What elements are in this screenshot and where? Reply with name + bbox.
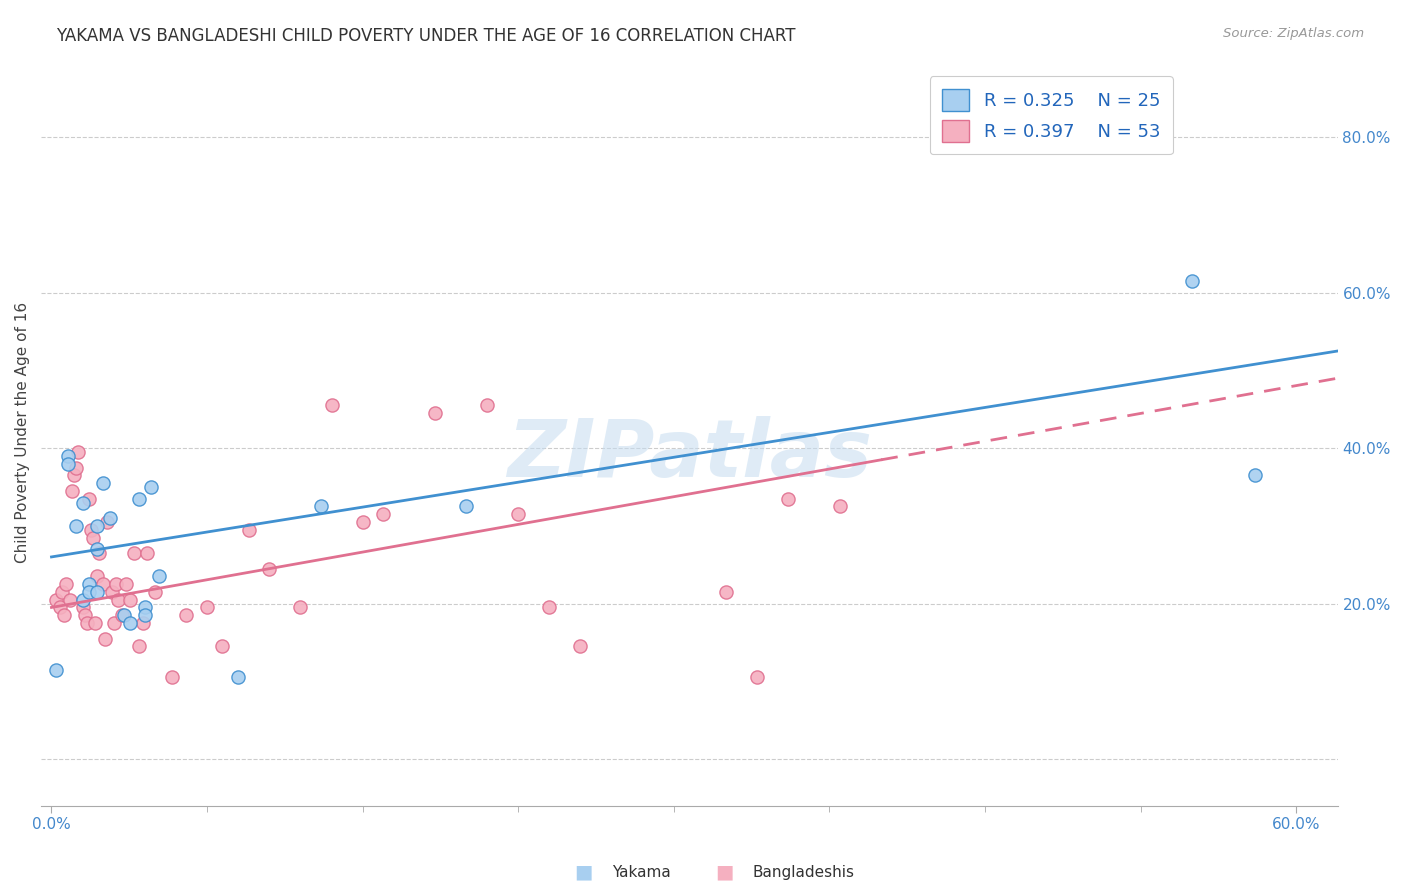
Point: [160, 670, 183, 684]
Point: [176, 608, 198, 623]
Point: [72, 592, 94, 607]
Point: [135, 546, 157, 560]
Point: [89, 546, 111, 560]
Point: [148, 569, 170, 583]
Point: [103, 615, 125, 630]
Point: [745, 670, 768, 684]
Text: Yakama: Yakama: [612, 865, 671, 880]
Point: [96, 515, 118, 529]
Legend: R = 0.325    N = 25, R = 0.397    N = 53: R = 0.325 N = 25, R = 0.397 N = 53: [929, 76, 1173, 154]
Text: ZIPatlas: ZIPatlas: [508, 416, 872, 494]
Point: [55, 577, 77, 591]
Point: [128, 640, 150, 654]
Point: [143, 585, 166, 599]
Point: [238, 523, 260, 537]
Point: [56, 457, 79, 471]
Point: [120, 615, 142, 630]
Point: [100, 585, 122, 599]
Point: [93, 577, 115, 591]
Point: [52, 608, 75, 623]
Point: [120, 592, 142, 607]
Point: [226, 670, 249, 684]
Point: [72, 495, 94, 509]
Point: [259, 561, 281, 575]
Point: [1243, 468, 1265, 483]
Point: [45, 592, 67, 607]
Point: [828, 500, 851, 514]
Point: [94, 632, 117, 646]
Point: [86, 519, 108, 533]
Point: [211, 640, 233, 654]
Point: [86, 585, 108, 599]
Point: [77, 577, 100, 591]
Point: [112, 608, 135, 623]
Point: [56, 449, 79, 463]
Point: [569, 640, 592, 654]
Point: [714, 585, 737, 599]
Point: [80, 523, 103, 537]
Point: [111, 608, 134, 623]
Point: [98, 511, 121, 525]
Point: [59, 592, 82, 607]
Point: [84, 615, 107, 630]
Point: [72, 600, 94, 615]
Point: [65, 460, 87, 475]
Point: [60, 483, 83, 498]
Point: [76, 615, 98, 630]
Point: [425, 406, 447, 420]
Text: YAKAMA VS BANGLADESHI CHILD POVERTY UNDER THE AGE OF 16 CORRELATION CHART: YAKAMA VS BANGLADESHI CHILD POVERTY UNDE…: [56, 27, 796, 45]
Point: [86, 569, 108, 583]
Point: [73, 608, 96, 623]
Point: [776, 491, 799, 506]
Point: [77, 585, 100, 599]
Point: [373, 507, 395, 521]
Point: [45, 663, 67, 677]
Point: [115, 577, 138, 591]
Point: [93, 476, 115, 491]
Point: [309, 500, 332, 514]
Text: ■: ■: [716, 863, 734, 882]
Point: [134, 608, 156, 623]
Point: [124, 546, 146, 560]
Point: [508, 507, 530, 521]
Point: [290, 600, 312, 615]
Point: [104, 577, 127, 591]
Y-axis label: Child Poverty Under the Age of 16: Child Poverty Under the Age of 16: [15, 302, 30, 563]
Point: [49, 600, 72, 615]
Point: [456, 500, 478, 514]
Point: [475, 398, 498, 412]
Point: [51, 585, 73, 599]
Point: [128, 491, 150, 506]
Point: [1181, 274, 1204, 288]
Point: [107, 592, 129, 607]
Point: [195, 600, 218, 615]
Point: [538, 600, 561, 615]
Point: [65, 519, 87, 533]
Point: [134, 600, 156, 615]
Point: [132, 615, 155, 630]
Point: [77, 491, 100, 506]
Point: [82, 531, 104, 545]
Point: [352, 515, 374, 529]
Text: Bangladeshis: Bangladeshis: [752, 865, 855, 880]
Point: [63, 468, 86, 483]
Point: [67, 445, 90, 459]
Text: ■: ■: [575, 863, 593, 882]
Text: Source: ZipAtlas.com: Source: ZipAtlas.com: [1223, 27, 1364, 40]
Point: [139, 480, 162, 494]
Point: [321, 398, 343, 412]
Point: [86, 542, 108, 557]
